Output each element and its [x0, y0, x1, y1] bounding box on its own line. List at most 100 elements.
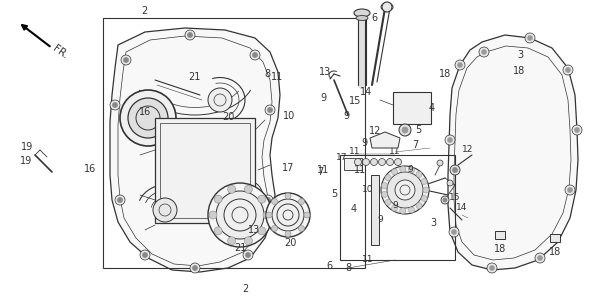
Text: 21: 21 [189, 72, 201, 82]
Circle shape [228, 237, 235, 245]
Text: 18: 18 [513, 66, 525, 76]
Text: 20: 20 [223, 112, 235, 123]
Circle shape [416, 203, 422, 209]
Bar [103, 18, 365, 268]
Text: 5: 5 [415, 125, 421, 135]
Circle shape [392, 205, 398, 211]
Circle shape [565, 185, 575, 195]
Circle shape [490, 265, 494, 271]
Text: 8: 8 [264, 69, 270, 79]
Circle shape [277, 204, 299, 226]
Text: 7: 7 [317, 166, 323, 177]
Circle shape [382, 183, 388, 189]
Polygon shape [370, 132, 400, 148]
Text: 9: 9 [377, 216, 383, 225]
Circle shape [575, 128, 579, 132]
Text: 14: 14 [456, 203, 468, 213]
Circle shape [421, 178, 427, 185]
Text: 11: 11 [362, 256, 373, 265]
Circle shape [214, 195, 222, 203]
Text: 17: 17 [336, 153, 348, 162]
Circle shape [565, 67, 571, 73]
Text: 3: 3 [431, 218, 437, 228]
Circle shape [451, 229, 457, 234]
Circle shape [140, 250, 150, 260]
Circle shape [110, 100, 120, 110]
Circle shape [525, 33, 535, 43]
Circle shape [263, 211, 271, 219]
Circle shape [271, 225, 277, 231]
Circle shape [153, 198, 177, 222]
Circle shape [266, 197, 270, 203]
Ellipse shape [354, 9, 370, 17]
Circle shape [250, 50, 260, 60]
Circle shape [537, 256, 542, 260]
Circle shape [385, 175, 391, 181]
Polygon shape [110, 28, 280, 272]
Circle shape [299, 199, 304, 205]
Circle shape [445, 135, 455, 145]
Circle shape [400, 208, 406, 214]
Circle shape [128, 98, 168, 138]
Circle shape [271, 199, 277, 205]
Circle shape [237, 187, 253, 203]
Text: 8: 8 [345, 263, 351, 273]
Circle shape [115, 195, 125, 205]
Circle shape [258, 227, 266, 235]
Circle shape [382, 2, 392, 12]
Circle shape [304, 212, 310, 218]
Circle shape [244, 185, 253, 193]
Circle shape [371, 159, 378, 166]
Circle shape [121, 55, 131, 65]
Circle shape [382, 191, 388, 197]
Circle shape [214, 227, 222, 235]
Text: 11: 11 [349, 147, 360, 157]
Text: 19: 19 [21, 156, 32, 166]
Circle shape [208, 183, 272, 247]
Circle shape [408, 167, 415, 173]
Text: 18: 18 [440, 69, 451, 79]
Text: 9: 9 [343, 111, 349, 121]
Circle shape [123, 57, 129, 63]
Circle shape [263, 195, 273, 205]
Text: 18: 18 [494, 244, 506, 254]
Text: 12: 12 [463, 144, 474, 154]
Polygon shape [448, 35, 578, 270]
Bar [550, 234, 560, 242]
Text: 9: 9 [320, 93, 326, 103]
Text: 3: 3 [517, 50, 523, 60]
Text: 6: 6 [371, 13, 377, 23]
Text: 9: 9 [392, 200, 398, 209]
Bar [344, 158, 362, 170]
Bar [371, 175, 379, 245]
Circle shape [447, 180, 453, 186]
Text: 11: 11 [317, 165, 329, 175]
Bar [155, 118, 255, 223]
Text: 2: 2 [142, 6, 148, 17]
Circle shape [117, 197, 123, 203]
Bar [160, 123, 250, 218]
Circle shape [266, 212, 272, 218]
Text: 2: 2 [242, 284, 248, 294]
Circle shape [253, 52, 257, 57]
Circle shape [208, 88, 232, 112]
Text: FR.: FR. [51, 43, 70, 61]
Circle shape [188, 33, 192, 38]
Circle shape [535, 253, 545, 263]
Text: 15: 15 [349, 96, 361, 106]
Circle shape [392, 169, 398, 175]
Circle shape [455, 60, 465, 70]
Circle shape [527, 36, 533, 41]
Text: 6: 6 [326, 261, 332, 272]
Text: 20: 20 [284, 238, 296, 248]
Ellipse shape [356, 15, 368, 20]
Text: 17: 17 [282, 163, 294, 173]
Text: 16: 16 [139, 107, 151, 117]
Circle shape [143, 253, 148, 257]
Circle shape [441, 196, 449, 204]
Circle shape [395, 180, 415, 200]
Circle shape [443, 198, 447, 202]
Text: 4: 4 [429, 103, 435, 113]
Circle shape [266, 193, 310, 237]
Circle shape [385, 199, 391, 205]
